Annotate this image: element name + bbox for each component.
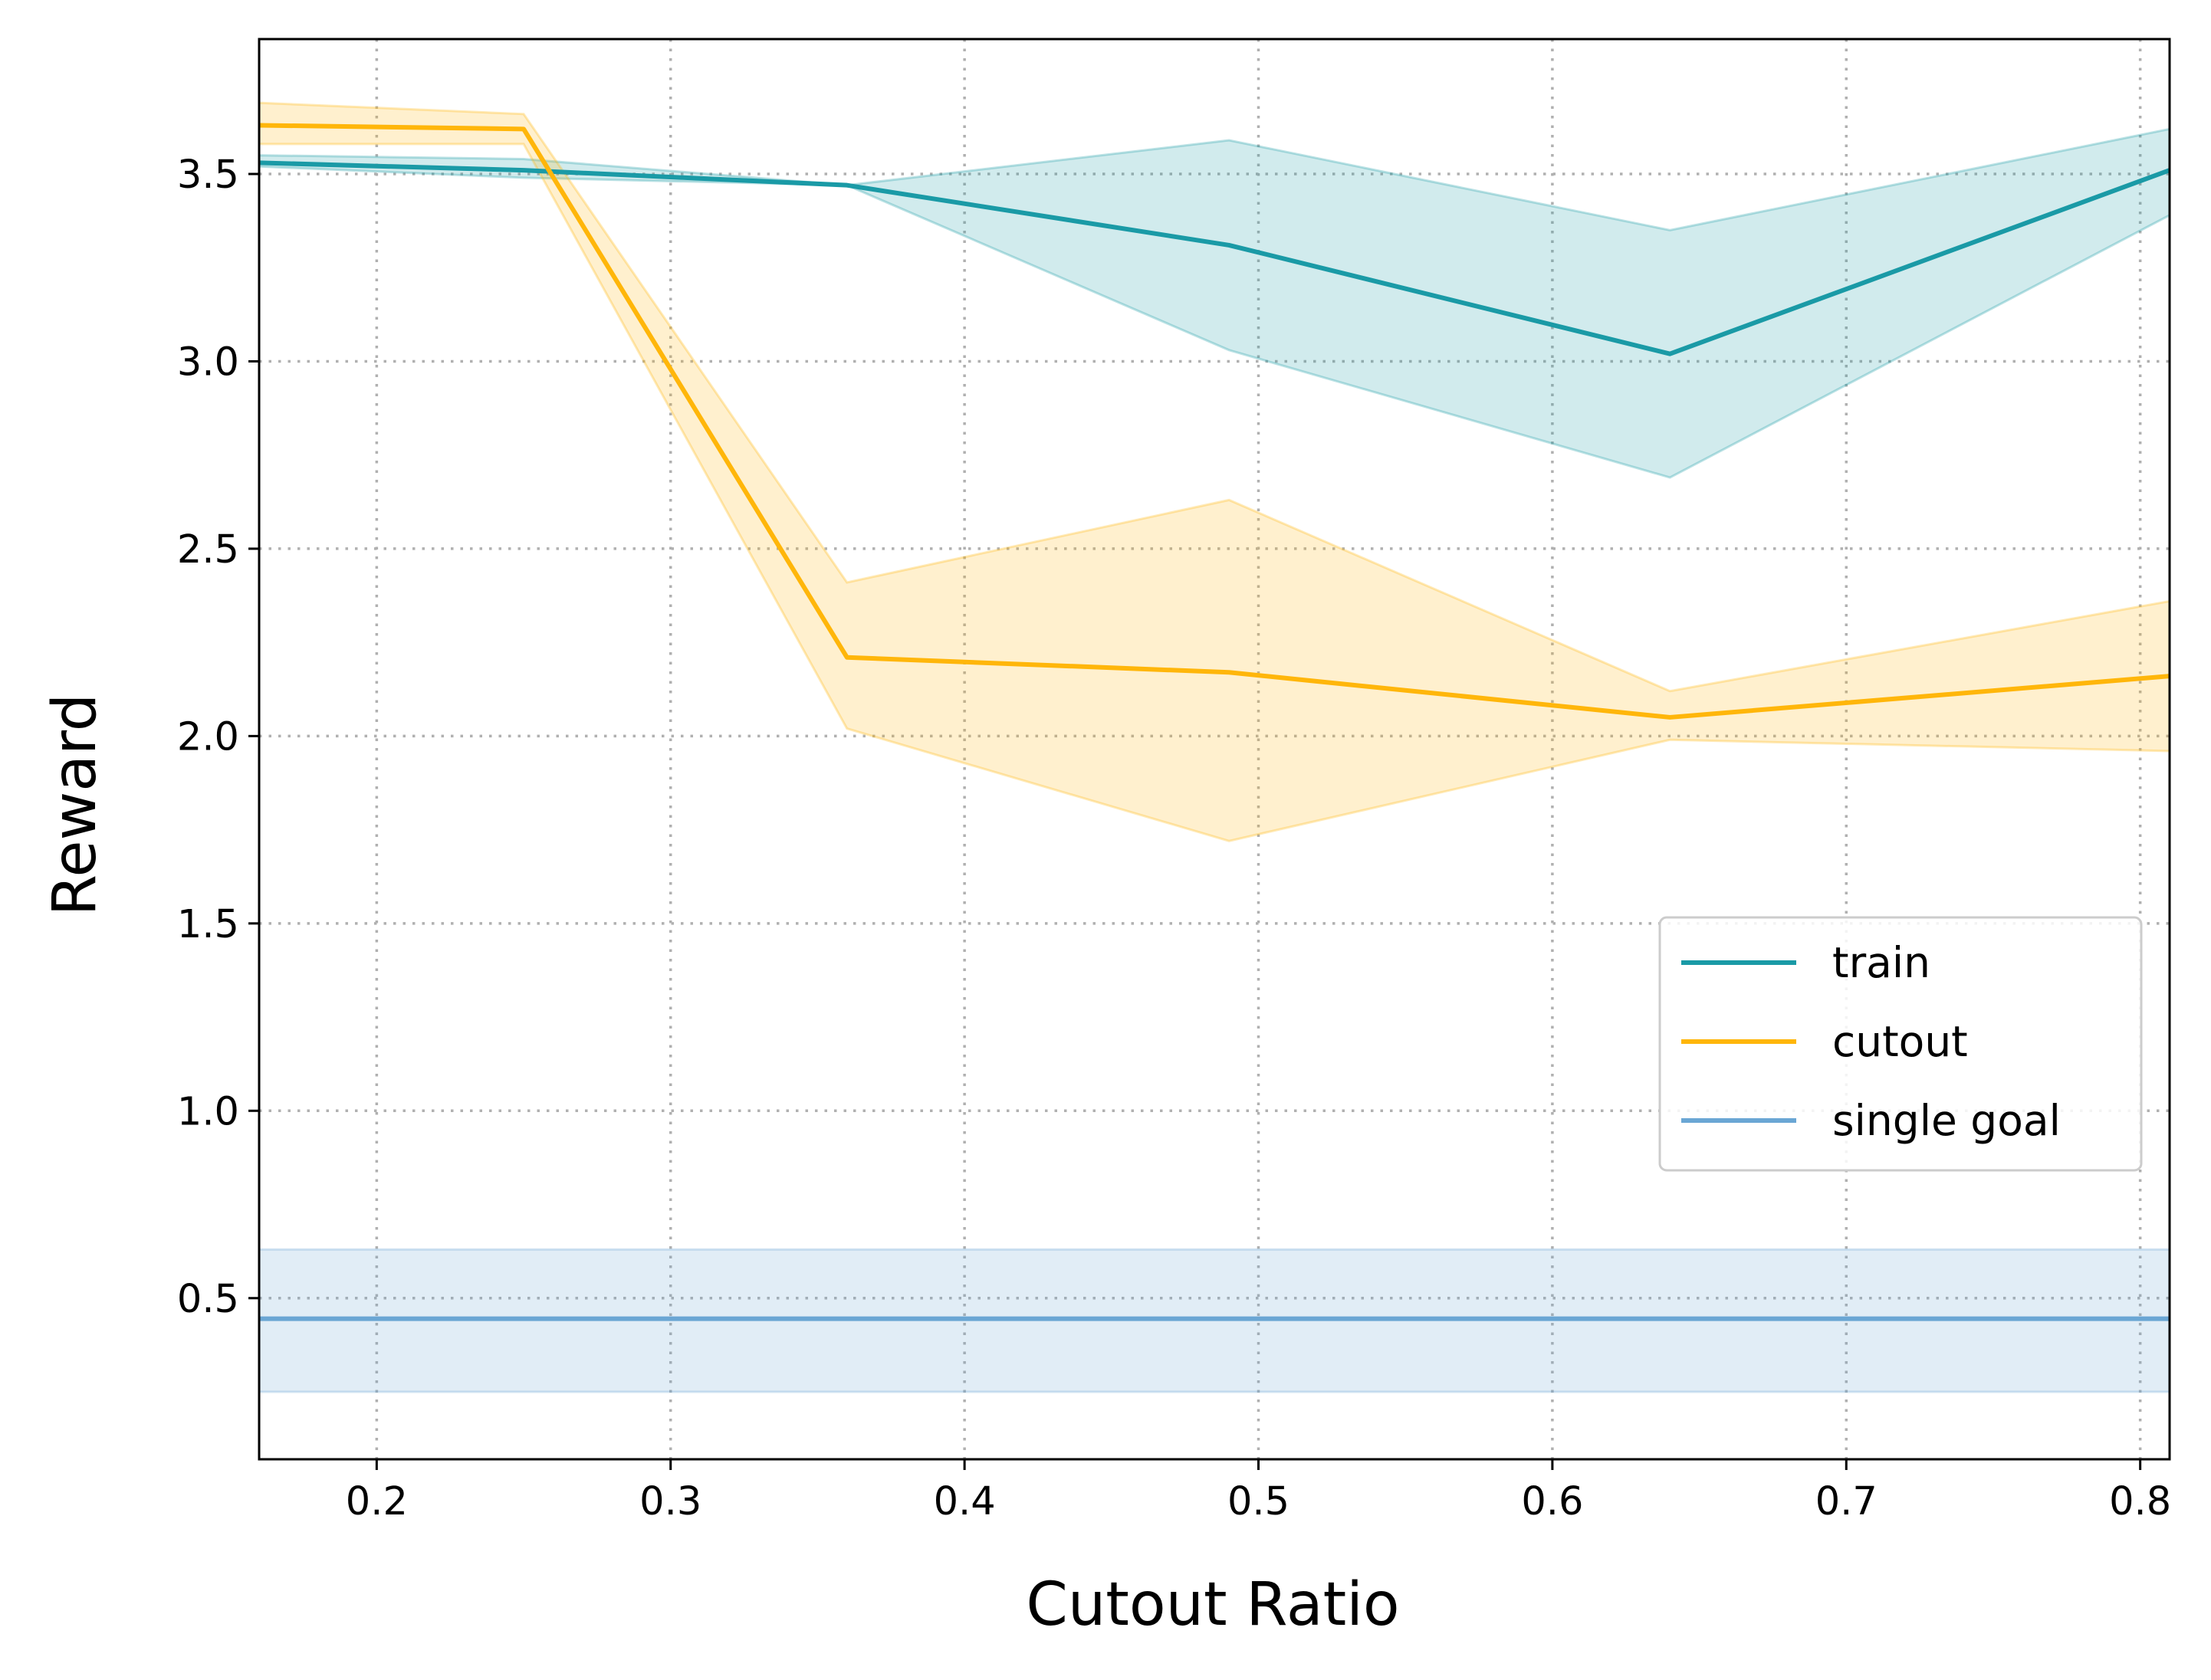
x-tick-label: 0.2	[346, 1479, 408, 1524]
x-tick-label: 0.7	[1815, 1479, 1878, 1524]
x-axis-label: Cutout Ratio	[1026, 1570, 1399, 1639]
y-axis-label: Reward	[41, 694, 110, 916]
x-tick-label: 0.6	[1521, 1479, 1583, 1524]
axis-ticks: 0.2 0.3 0.4 0.5 0.6 0.7 0.8 0.5 1.0 1.5 2.0 2.5 3.0 3…	[177, 153, 2171, 1524]
x-tick-label: 0.8	[2109, 1479, 2171, 1524]
y-tick-label: 1.5	[177, 902, 239, 947]
legend-label-cutout: cutout	[1832, 1017, 1968, 1066]
confidence-bands	[258, 101, 2171, 1393]
y-tick-label: 0.5	[177, 1277, 239, 1322]
series-lines	[258, 123, 2171, 1321]
legend-label-single-goal: single goal	[1832, 1096, 2061, 1145]
x-tick-label: 0.3	[639, 1479, 701, 1524]
x-tick-label: 0.5	[1227, 1479, 1289, 1524]
y-tick-label: 3.5	[177, 153, 239, 198]
legend: train cutout single goal	[1658, 916, 2143, 1172]
train-line	[258, 160, 2171, 356]
y-tick-label: 3.0	[177, 340, 239, 385]
cutout-line	[258, 123, 2170, 720]
x-tick-label: 0.4	[934, 1479, 996, 1524]
legend-box	[1658, 916, 2143, 1172]
legend-label-train: train	[1832, 938, 1930, 987]
y-tick-label: 1.0	[177, 1089, 239, 1134]
y-tick-label: 2.0	[177, 714, 239, 760]
plot-frame	[258, 38, 2171, 1461]
y-tick-label: 2.5	[177, 527, 239, 573]
